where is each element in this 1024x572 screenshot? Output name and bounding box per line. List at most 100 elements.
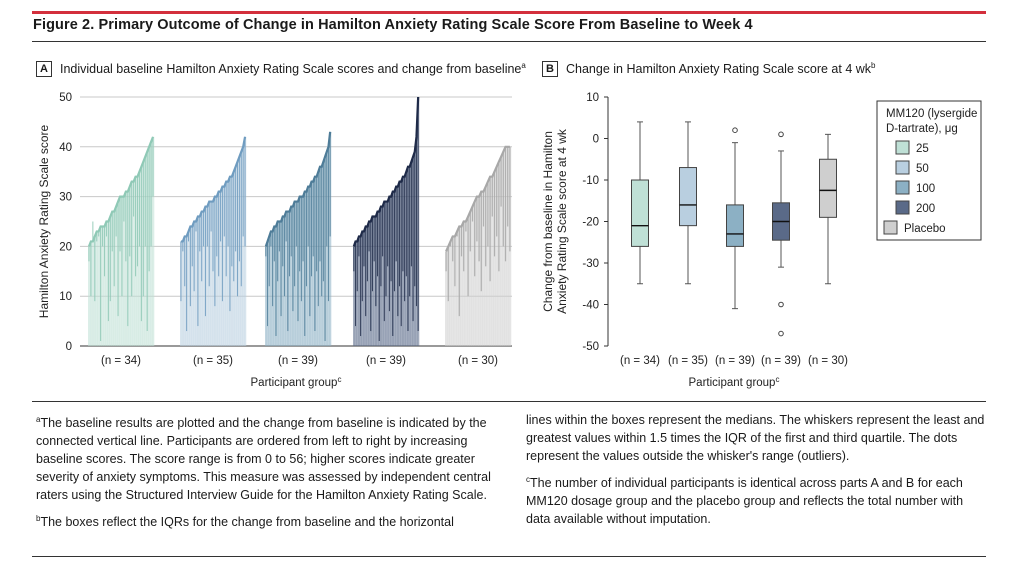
panel-b-group-n-label: (n = 39): [715, 355, 755, 367]
panel-a-baseline-bar: [475, 196, 479, 346]
panel-a-baseline-bar: [356, 241, 359, 346]
panel-a-baseline-bar: [111, 211, 114, 346]
panel-a-baseline-bar: [381, 206, 384, 346]
panel-a-baseline-bar: [353, 246, 355, 346]
panel-a-baseline-line: [180, 136, 247, 243]
panel-b-ytick-label: -50: [582, 341, 599, 353]
panel-a-baseline-line: [352, 96, 420, 247]
panel-a-letter: A: [36, 61, 52, 77]
panel-a-baseline-bar: [462, 221, 466, 346]
panel-a-baseline-bar: [445, 251, 448, 346]
panel-b-header: B Change in Hamilton Anxiety Rating Scal…: [542, 61, 875, 77]
footnotes-left: aThe baseline results are plotted and th…: [36, 415, 491, 530]
panel-a-baseline-bar: [500, 156, 503, 346]
panel-a-baseline-bar: [376, 211, 379, 346]
panel-b-legend: [876, 100, 982, 241]
panel-a-baseline-bar: [278, 221, 281, 346]
panel-a-baseline-bar: [95, 231, 99, 346]
panel-b-xlabel: Participant groupc: [689, 375, 780, 389]
panel-b-ytick-label: -10: [582, 175, 599, 187]
footnote-divider: [32, 401, 986, 402]
panel-a-baseline-bar: [242, 146, 245, 346]
panel-a-baseline-bar: [281, 216, 284, 346]
panel-a-baseline-bar: [471, 206, 474, 346]
panel-b-xlabel-sup: c: [775, 375, 779, 384]
bottom-rule: [32, 556, 986, 557]
panel-a-baseline-bar: [91, 241, 95, 346]
panel-a-ytick-label: 40: [59, 142, 72, 154]
panel-a-baseline-bar: [265, 246, 267, 346]
panel-a-baseline-bar: [206, 206, 209, 346]
panel-a-baseline-bar: [138, 171, 141, 346]
panel-a-ytick-label: 0: [66, 341, 72, 353]
panel-b-box: [726, 204, 744, 247]
panel-a-baseline-line: [264, 131, 332, 247]
panel-a-baseline-bar: [195, 221, 198, 346]
panel-a-baseline-bar: [202, 211, 205, 346]
panel-b-legend-title: MM120 (lysergide: [886, 108, 977, 120]
panel-a-baseline-bar: [183, 236, 186, 346]
panel-a-baseline-bar: [368, 221, 371, 346]
panel-b-legend-label: 200: [916, 203, 935, 215]
panel-a-baseline-bar: [187, 231, 190, 346]
panel-a-baseline-bar: [119, 196, 122, 346]
panel-a-baseline-bar: [493, 171, 496, 346]
panel-a-baseline-bar: [482, 191, 485, 346]
panel-b-group-n-label: (n = 39): [761, 355, 801, 367]
panel-a-baseline-bar: [88, 246, 91, 346]
figure-accent-bar: [32, 11, 986, 14]
panel-b-box: [819, 158, 837, 218]
panel-a-baseline-bar: [103, 226, 106, 346]
panel-a-baseline-bar: [449, 241, 452, 346]
figure-title: Figure 2. Primary Outcome of Change in H…: [33, 17, 753, 33]
panel-b-ylabel-line: Change from baseline in Hamilton: [541, 131, 555, 312]
panel-a-baseline-bar: [227, 181, 230, 346]
panel-a-baseline-bar: [486, 181, 490, 346]
panel-a-baseline-bar: [124, 191, 128, 346]
panel-a-title-sup: a: [521, 61, 526, 71]
panel-b-ylabel-line: Anxiety Rating Scale score at 4 wk: [555, 128, 569, 314]
panel-b-outlier: [778, 131, 784, 138]
panel-b-title: Change in Hamilton Anxiety Rating Scale …: [566, 62, 872, 77]
panel-a-baseline-bar: [325, 151, 328, 346]
panel-a-baseline-bar: [295, 201, 298, 346]
panel-b-ytick-label: 10: [586, 92, 599, 104]
panel-a-group-n-label: (n = 34): [101, 355, 141, 367]
panel-a-baseline-bar: [276, 221, 279, 346]
footnote-b-continued: lines within the boxes represent the med…: [526, 413, 985, 463]
panel-a-baseline-bar: [268, 236, 271, 346]
title-divider: [32, 41, 986, 42]
panel-a-header: A Individual baseline Hamilton Anxiety R…: [36, 61, 526, 77]
panel-b-group-n-label: (n = 35): [668, 355, 708, 367]
panel-a-baseline-bar: [234, 166, 237, 346]
panel-a-ytick-label: 30: [59, 192, 72, 204]
panel-b-legend-swatch: [883, 220, 898, 235]
panel-a-baseline-bar: [210, 201, 213, 346]
panel-a-baseline-bar: [181, 241, 185, 346]
panel-a-baseline-bar: [302, 196, 305, 346]
panel-b-legend-swatch: [895, 200, 910, 215]
panel-a-title: Individual baseline Hamilton Anxiety Rat…: [60, 62, 522, 77]
panel-a-baseline-bar: [132, 181, 135, 346]
panel-a-baseline-bar: [460, 226, 463, 346]
panel-a-baseline-bar: [270, 231, 273, 346]
panel-a-baseline-line: [445, 145, 510, 252]
panel-a-ytick-label: 20: [59, 241, 72, 253]
panel-b-legend-title: D-tartrate), μg: [886, 123, 958, 135]
panel-a-ytick-label: 10: [59, 291, 72, 303]
panel-a-baseline-bar: [312, 181, 315, 346]
panel-a-baseline-bar: [198, 216, 202, 346]
panel-b-ytick-label: -40: [582, 300, 599, 312]
panel-a-baseline-bar: [386, 201, 389, 346]
panel-b-outlier: [778, 301, 784, 308]
panel-a-baseline-bar: [329, 131, 332, 346]
panel-a-baseline-bar: [97, 231, 100, 346]
panel-a-baseline-bar: [307, 186, 310, 346]
panel-a-baseline-bar: [363, 231, 366, 346]
panel-b-legend-label: 50: [916, 163, 929, 175]
panel-a-baseline-bar: [366, 226, 369, 346]
panel-a-baseline-bar: [219, 191, 222, 346]
panel-a-baseline-bar: [122, 196, 126, 346]
panel-b-outlier: [778, 330, 784, 337]
